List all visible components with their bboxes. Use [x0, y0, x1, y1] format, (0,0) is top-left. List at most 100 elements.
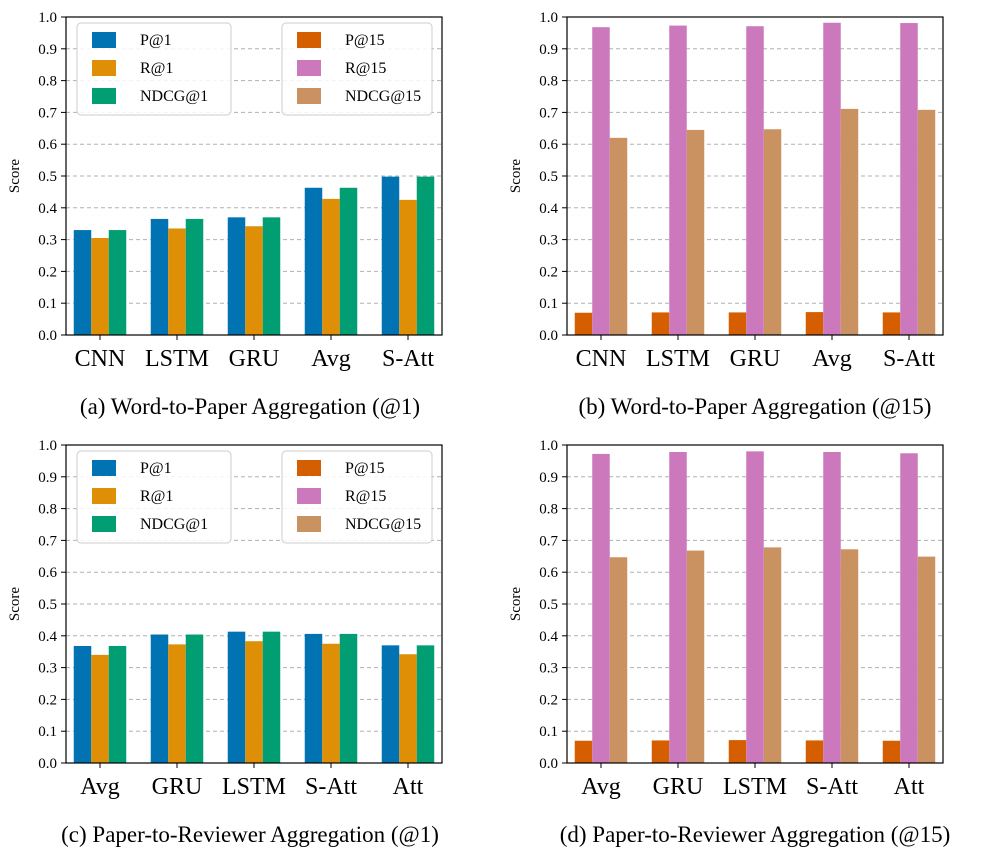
x-tick-label: GRU — [152, 774, 203, 800]
bar-NDCG@15-LSTM — [686, 129, 705, 335]
y-tick-label: 0.3 — [539, 661, 558, 677]
bar-R@15-CNN — [592, 27, 610, 336]
x-tick-label: Avg — [812, 346, 852, 372]
bar-NDCG@1-S-Att — [339, 633, 358, 763]
y-tick-label: 0.2 — [38, 264, 57, 280]
y-tick-label: 0.0 — [539, 328, 558, 344]
x-tick-label: S-Att — [883, 346, 935, 372]
legend-swatch — [297, 32, 321, 48]
legend-right: P@15 R@15 NDCG@15 — [281, 22, 433, 116]
y-tick-label: 0.1 — [38, 724, 57, 740]
bar-R@1-Att — [399, 654, 417, 763]
legend-label: NDCG@1 — [140, 516, 208, 533]
y-tick-label: 0.8 — [539, 502, 558, 518]
y-tick-label: 0.0 — [539, 756, 558, 772]
x-tick-label: Att — [393, 774, 424, 800]
legend-label: P@1 — [140, 32, 172, 49]
bar-P@1-S-Att — [304, 633, 323, 763]
legend-swatch — [297, 88, 321, 104]
y-tick-label: 0.4 — [38, 201, 57, 217]
y-tick-label: 0.9 — [539, 42, 558, 58]
legend-label: R@1 — [140, 488, 173, 505]
bar-P@15-Avg — [574, 740, 593, 763]
bar-P@15-LSTM — [728, 740, 747, 763]
legend-right: P@15 R@15 NDCG@15 — [281, 450, 433, 544]
legend-swatch — [92, 32, 116, 48]
y-tick-label: 0.7 — [539, 105, 558, 121]
legend-label: NDCG@15 — [345, 516, 421, 533]
bar-NDCG@15-LSTM — [763, 547, 782, 763]
x-tick-label: CNN — [75, 346, 126, 372]
y-tick-label: 1.0 — [539, 10, 558, 26]
y-tick-label: 0.7 — [38, 105, 57, 121]
legend-label: R@15 — [345, 60, 386, 77]
bar-R@1-LSTM — [168, 228, 186, 335]
y-tick-label: 0.1 — [38, 296, 57, 312]
bar-NDCG@15-S-Att — [840, 549, 859, 763]
y-tick-label: 0.4 — [539, 201, 558, 217]
legend-label: P@1 — [140, 460, 172, 477]
bar-R@15-LSTM — [746, 451, 764, 763]
bar-R@15-Att — [900, 453, 918, 763]
bar-P@1-Avg — [73, 645, 92, 763]
bar-NDCG@1-Avg — [339, 187, 358, 335]
bar-P@1-CNN — [73, 230, 92, 335]
legend-label: R@15 — [345, 488, 386, 505]
bar-R@1-S-Att — [322, 643, 340, 763]
y-tick-label: 0.4 — [38, 629, 57, 645]
bar-P@15-GRU — [728, 312, 747, 335]
bar-R@15-Avg — [592, 453, 610, 763]
bar-R@15-LSTM — [669, 25, 687, 336]
bar-NDCG@15-Att — [917, 556, 936, 763]
bar-P@15-CNN — [574, 312, 593, 335]
bar-R@15-S-Att — [900, 23, 918, 336]
bar-NDCG@1-Avg — [108, 645, 127, 763]
x-tick-label: GRU — [229, 346, 280, 372]
bar-R@15-S-Att — [823, 451, 841, 763]
bar-R@1-Avg — [91, 654, 109, 763]
panel-b: 0.0 0.1 0.2 0.3 0.4 0.5 0.6 0.7 0.8 0.9 1.0 CNN LSTM… — [508, 10, 944, 372]
bar-R@1-GRU — [245, 226, 263, 335]
y-tick-label: 0.1 — [539, 296, 558, 312]
x-tick-label: Avg — [311, 346, 351, 372]
bar-P@15-Att — [882, 740, 901, 763]
bar-P@1-LSTM — [150, 218, 169, 335]
legend-swatch — [92, 488, 116, 504]
y-tick-label: 0.8 — [38, 74, 57, 90]
bar-NDCG@1-LSTM — [262, 631, 281, 763]
bar-R@1-CNN — [91, 238, 109, 335]
caption-c: (c) Paper-to-Reviewer Aggregation (@1) — [61, 822, 439, 847]
bar-P@1-GRU — [150, 634, 169, 763]
bar-NDCG@1-GRU — [185, 634, 204, 763]
x-tick-label: GRU — [653, 774, 704, 800]
bar-P@1-S-Att — [381, 176, 400, 335]
bar-R@1-GRU — [168, 644, 186, 763]
y-tick-label: 0.5 — [38, 169, 57, 185]
y-tick-label: 0.6 — [38, 137, 57, 153]
y-tick-label: 1.0 — [38, 10, 57, 26]
y-tick-label: 0.3 — [38, 661, 57, 677]
y-tick-label: 0.0 — [38, 328, 57, 344]
y-tick-label: 0.7 — [38, 533, 57, 549]
bar-NDCG@1-LSTM — [185, 218, 204, 335]
bar-P@1-LSTM — [227, 631, 246, 763]
bar-NDCG@15-S-Att — [917, 109, 936, 335]
bar-P@15-LSTM — [651, 312, 670, 335]
bar-R@1-S-Att — [399, 199, 417, 335]
bar-NDCG@1-GRU — [262, 217, 281, 335]
y-tick-label: 0.0 — [38, 756, 57, 772]
bar-P@1-Avg — [304, 187, 323, 335]
legend-label: P@15 — [345, 460, 385, 477]
x-tick-label: S-Att — [382, 346, 434, 372]
bar-NDCG@15-GRU — [686, 550, 705, 763]
legend-label: R@1 — [140, 60, 173, 77]
legend-swatch — [92, 460, 116, 476]
y-tick-label: 0.5 — [539, 169, 558, 185]
legend-swatch — [297, 516, 321, 532]
y-tick-label: 0.4 — [539, 629, 558, 645]
bar-NDCG@15-Avg — [609, 557, 628, 763]
y-tick-label: 0.3 — [38, 233, 57, 249]
y-tick-label: 0.5 — [539, 597, 558, 613]
bar-P@15-Avg — [805, 312, 824, 335]
